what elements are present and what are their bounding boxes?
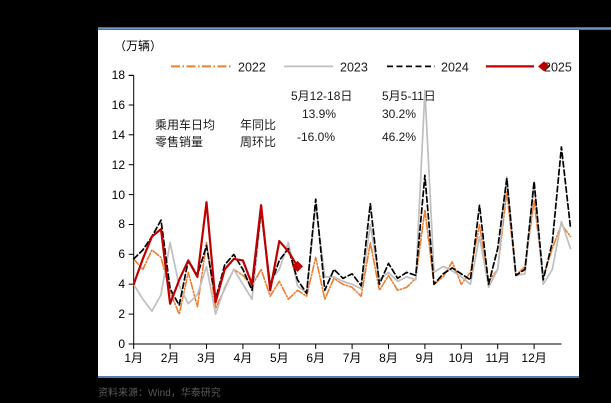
svg-text:2024: 2024 [441, 60, 469, 74]
svg-text:年同比: 年同比 [240, 118, 276, 132]
svg-text:零售销量: 零售销量 [155, 134, 203, 149]
svg-text:7月: 7月 [343, 351, 362, 365]
svg-text:5月: 5月 [270, 351, 289, 365]
svg-text:4: 4 [118, 277, 125, 291]
svg-text:30.2%: 30.2% [382, 107, 416, 121]
svg-text:6: 6 [118, 247, 125, 261]
svg-text:3月: 3月 [197, 351, 216, 365]
svg-text:2022: 2022 [238, 60, 266, 74]
svg-text:12: 12 [112, 158, 126, 172]
svg-text:13.9%: 13.9% [302, 107, 336, 121]
svg-text:10月: 10月 [449, 351, 474, 365]
svg-text:5月5-11日: 5月5-11日 [382, 89, 436, 103]
svg-text:12月: 12月 [521, 351, 546, 365]
svg-text:周环比: 周环比 [240, 135, 276, 149]
svg-text:2023: 2023 [340, 60, 368, 74]
svg-text:4月: 4月 [234, 351, 253, 365]
svg-text:11月: 11月 [485, 351, 509, 365]
svg-text:6月: 6月 [306, 351, 325, 365]
svg-text:10: 10 [112, 188, 126, 202]
svg-text:8: 8 [118, 217, 125, 231]
svg-text:18: 18 [112, 68, 126, 82]
svg-text:2月: 2月 [161, 351, 180, 365]
svg-text:2: 2 [118, 307, 125, 321]
svg-text:8月: 8月 [379, 351, 398, 365]
svg-text:16: 16 [112, 98, 126, 112]
svg-text:（万辆）: （万辆） [114, 39, 162, 53]
svg-text:1月: 1月 [124, 351, 143, 365]
svg-text:46.2%: 46.2% [382, 130, 416, 144]
svg-text:2025: 2025 [544, 60, 572, 74]
svg-text:乘用车日均: 乘用车日均 [155, 117, 215, 132]
svg-text:-16.0%: -16.0% [297, 130, 335, 144]
svg-text:5月12-18日: 5月12-18日 [291, 89, 352, 103]
svg-text:14: 14 [112, 128, 126, 142]
svg-text:9月: 9月 [416, 351, 435, 365]
svg-text:0: 0 [118, 337, 125, 351]
